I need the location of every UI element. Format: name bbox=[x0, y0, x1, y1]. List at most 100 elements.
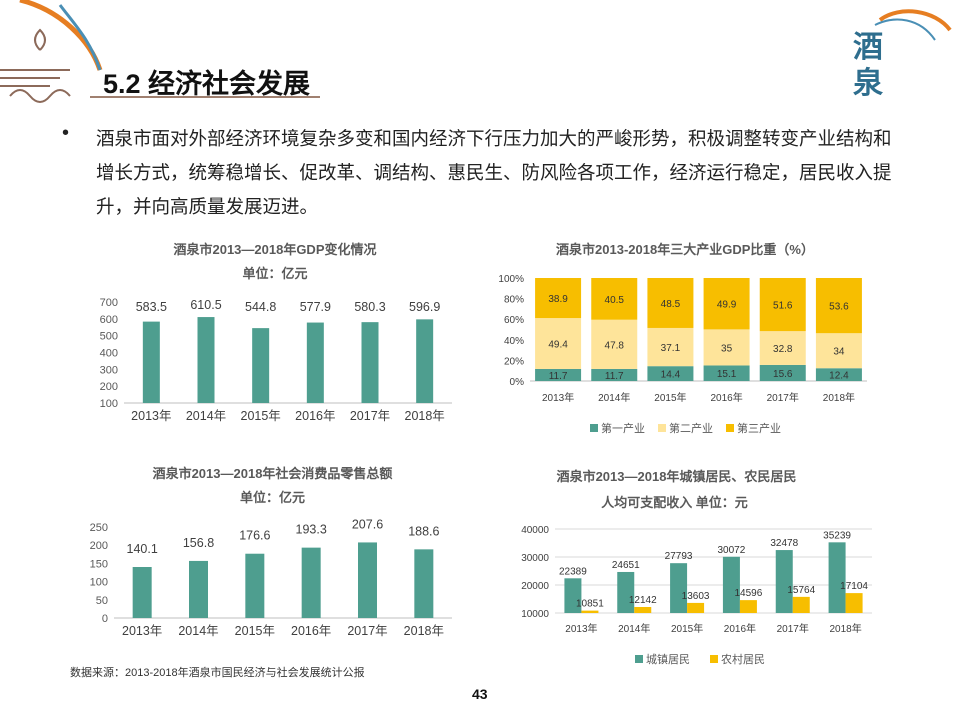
y-tick-label: 600 bbox=[100, 314, 118, 326]
bar bbox=[245, 553, 265, 618]
bar bbox=[301, 547, 321, 618]
y-tick-label: 300 bbox=[100, 364, 118, 376]
data-label: 34 bbox=[833, 347, 845, 358]
y-tick-label: 400 bbox=[100, 348, 118, 360]
x-tick-label: 2013年 bbox=[131, 409, 171, 423]
y-tick-label: 100 bbox=[90, 577, 108, 589]
y-tick-label: 60% bbox=[504, 315, 524, 326]
stack-segment bbox=[759, 331, 806, 365]
bar bbox=[252, 328, 270, 403]
data-label: 140.1 bbox=[127, 542, 158, 556]
y-tick-label: 40000 bbox=[521, 525, 549, 536]
stack-segment bbox=[591, 278, 638, 320]
y-tick-label: 0% bbox=[510, 377, 525, 388]
data-label: 15.1 bbox=[717, 369, 737, 380]
legend-swatch bbox=[726, 424, 734, 432]
bar bbox=[358, 542, 377, 618]
y-tick-label: 100 bbox=[100, 398, 118, 410]
stack-segment bbox=[591, 319, 638, 369]
bar bbox=[845, 593, 863, 613]
bar bbox=[306, 322, 324, 403]
x-tick-label: 2018年 bbox=[823, 391, 855, 404]
bar bbox=[197, 317, 215, 403]
x-tick-label: 2015年 bbox=[671, 622, 703, 635]
bar bbox=[792, 596, 810, 613]
x-tick-label: 2018年 bbox=[829, 622, 861, 635]
bar bbox=[617, 571, 635, 613]
data-label: 48.5 bbox=[661, 299, 681, 310]
data-label: 27793 bbox=[665, 551, 693, 562]
data-label: 38.9 bbox=[548, 294, 568, 305]
y-tick-label: 20% bbox=[504, 356, 524, 367]
stack-segment bbox=[535, 278, 582, 319]
data-label: 30072 bbox=[718, 545, 746, 556]
y-tick-label: 150 bbox=[90, 558, 108, 570]
bar bbox=[564, 578, 582, 613]
y-tick-label: 250 bbox=[90, 522, 108, 534]
data-label: 596.9 bbox=[409, 300, 440, 314]
data-label: 193.3 bbox=[296, 523, 327, 537]
y-tick-label: 700 bbox=[100, 297, 118, 309]
x-tick-label: 2014年 bbox=[186, 409, 226, 423]
data-label: 11.7 bbox=[549, 371, 568, 382]
legend-label: 第三产业 bbox=[737, 421, 781, 435]
x-tick-label: 2014年 bbox=[178, 624, 218, 638]
data-label: 156.8 bbox=[183, 536, 214, 550]
bar bbox=[722, 556, 740, 613]
x-tick-label: 2015年 bbox=[235, 624, 275, 638]
legend-swatch bbox=[590, 424, 598, 432]
x-tick-label: 2013年 bbox=[542, 391, 574, 404]
data-label: 577.9 bbox=[300, 300, 331, 314]
bar bbox=[739, 600, 757, 613]
x-tick-label: 2017年 bbox=[350, 409, 390, 423]
bar bbox=[670, 563, 688, 613]
chart-structure: 酒泉市2013-2018年三大产业GDP比重（%） 0% 20% 40% 60% 80% 1… bbox=[485, 235, 875, 445]
slide-title: 5.2 经济社会发展 bbox=[103, 69, 311, 99]
data-label: 12.4 bbox=[829, 371, 849, 382]
logo: 酒泉 bbox=[853, 30, 893, 102]
data-label: 544.8 bbox=[245, 300, 276, 314]
data-label: 188.6 bbox=[408, 524, 439, 538]
bar bbox=[414, 549, 434, 618]
data-label: 24651 bbox=[612, 560, 640, 571]
x-tick-label: 2015年 bbox=[654, 391, 686, 404]
bar bbox=[581, 610, 599, 613]
stack-segment bbox=[647, 327, 694, 367]
source-note: 数据来源：2013-2018年酒泉市国民经济与社会发展统计公报 bbox=[70, 667, 365, 679]
header-ornament bbox=[0, 0, 320, 103]
chart-structure-svg: 酒泉市2013-2018年三大产业GDP比重（%） 0% 20% 40% 60% 80% 1… bbox=[498, 242, 867, 435]
stack-segment bbox=[647, 366, 694, 381]
y-tick-label: 100% bbox=[498, 274, 524, 285]
bar bbox=[828, 542, 846, 613]
chart-subtitle: 人均可支配收入 单位：元 bbox=[601, 495, 748, 510]
logo-text: 酒泉 bbox=[853, 30, 883, 101]
data-label: 610.5 bbox=[190, 298, 221, 312]
data-label: 15.6 bbox=[773, 369, 793, 380]
y-tick-label: 0 bbox=[102, 613, 108, 625]
x-tick-label: 2014年 bbox=[618, 622, 650, 635]
chart-subtitle: 单位：亿元 bbox=[242, 266, 307, 281]
y-tick-label: 200 bbox=[100, 381, 118, 393]
data-label: 47.8 bbox=[605, 340, 625, 351]
data-label: 12142 bbox=[629, 595, 657, 606]
chart-title: 酒泉市2013-2018年三大产业GDP比重（%） bbox=[556, 242, 814, 257]
data-label: 51.6 bbox=[773, 301, 793, 312]
stack-segment bbox=[759, 364, 806, 381]
legend-label: 农村居民 bbox=[721, 652, 765, 666]
y-tick-label: 10000 bbox=[521, 609, 549, 620]
data-label: 17104 bbox=[840, 581, 868, 592]
bar bbox=[416, 319, 434, 403]
y-tick-label: 500 bbox=[100, 331, 118, 343]
chart-income: 酒泉市2013—2018年城镇居民、农民居民 人均可支配收入 单位：元 10000 2… bbox=[500, 462, 885, 672]
data-label: 53.6 bbox=[829, 302, 849, 313]
stack-segment bbox=[535, 318, 582, 369]
x-tick-label: 2017年 bbox=[347, 624, 387, 638]
data-label: 14596 bbox=[735, 588, 763, 599]
stack-segment bbox=[815, 368, 862, 381]
data-label: 37.1 bbox=[661, 343, 681, 354]
chart-gdp: 酒泉市2013—2018年GDP变化情况 单位：亿元 100 200 300 400 500… bbox=[90, 235, 460, 450]
y-tick-label: 30000 bbox=[521, 553, 549, 564]
x-tick-label: 2015年 bbox=[241, 409, 281, 423]
data-label: 583.5 bbox=[136, 300, 167, 314]
